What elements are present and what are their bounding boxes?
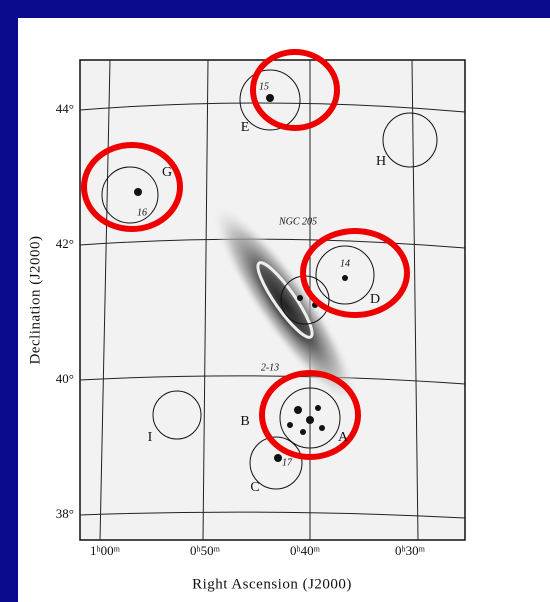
- field-label: G: [162, 165, 172, 180]
- slide: 1ʰ00ᵐ 0ʰ50ᵐ 0ʰ40ᵐ 0ʰ30ᵐ 44° 42° 40° 38° E G H D B A C I…: [0, 0, 550, 602]
- x-tick-label: 0ʰ40ᵐ: [290, 543, 321, 558]
- annotation: 16: [137, 207, 147, 218]
- annotation: 14: [340, 258, 350, 269]
- y-tick-label: 38°: [56, 506, 74, 521]
- x-tick-label: 0ʰ30ᵐ: [395, 543, 426, 558]
- annotation: 2-13: [261, 362, 279, 373]
- x-tick-label: 1ʰ00ᵐ: [90, 543, 121, 558]
- field-label: H: [376, 154, 386, 169]
- y-tick-label: 40°: [56, 371, 74, 386]
- y-tick-label: 44°: [56, 101, 74, 116]
- field-label: A: [338, 430, 349, 445]
- page: {"figure": { "x_axis_title": "Right Asce…: [0, 0, 550, 602]
- annotation: 15: [259, 81, 269, 92]
- field-label: E: [241, 120, 250, 135]
- field-label: B: [240, 414, 249, 429]
- x-axis-title: Right Ascension (J2000): [192, 576, 352, 592]
- field-label: I: [148, 430, 153, 445]
- field-label: C: [250, 480, 259, 495]
- field-label: D: [370, 292, 380, 307]
- y-axis-title: Declination (J2000): [27, 235, 43, 364]
- x-tick-label: 0ʰ50ᵐ: [190, 543, 221, 558]
- annotation: NGC 205: [278, 216, 317, 227]
- y-tick-label: 42°: [56, 236, 74, 251]
- annotation: 17: [282, 457, 293, 468]
